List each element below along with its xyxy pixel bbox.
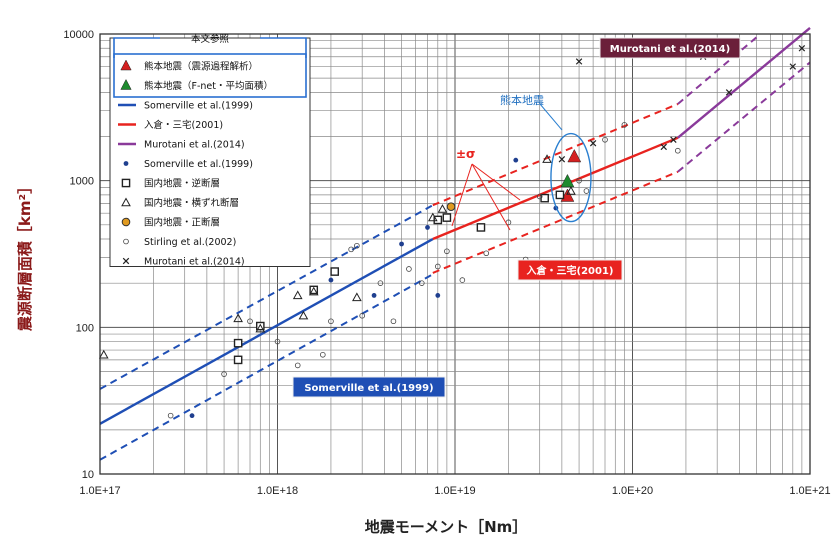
legend-label: 国内地震・正断層 [144,217,220,229]
x-tick-label: 1.0E+18 [257,485,298,497]
y-axis-title: 震源断層面積［km²］ [16,179,34,331]
fit-line [433,172,678,273]
legend-label: 熊本地震（F-net・平均面積） [144,80,273,92]
marker-dot [513,158,518,163]
legend-label: 入倉・三宅(2001) [144,119,223,131]
kumamoto-ellipse [551,134,591,222]
marker-orange-circle [447,203,455,211]
marker-open-circle [675,148,680,153]
x-tick-label: 1.0E+17 [79,485,120,497]
legend-label: 国内地震・横ずれ断層 [144,197,239,209]
x-tick-label: 1.0E+21 [789,485,830,497]
y-tick-label: 100 [76,322,94,334]
marker-square [443,214,450,221]
marker-dot [190,413,195,418]
x-tick-label: 1.0E+19 [434,485,475,497]
marker-open-circle [391,319,396,324]
marker-dot [124,161,129,166]
legend-label: 熊本地震（震源過程解析） [144,61,258,73]
x-axis-title: 地震モーメント［Nm］ [365,518,528,536]
marker-open-triangle [353,293,361,300]
y-tick-label: 10 [82,469,94,481]
somerville-annotation-label: Somerville et al.(1999) [304,383,433,394]
marker-square [122,179,129,186]
marker-orange-circle [122,218,130,226]
marker-dot [435,293,440,298]
marker-square [556,191,563,198]
marker-open-circle [460,278,465,283]
murotani-annotation-label: Murotani et al.(2014) [610,44,730,55]
marker-dot [372,293,377,298]
marker-open-circle [484,251,489,256]
irikura-annotation-label: 入倉・三宅(2001) [527,264,614,277]
legend-label: Somerville et al.(1999) [144,101,253,112]
annotations: Murotani et al.(2014) 入倉・三宅(2001) Somervil… [293,38,740,397]
y-tick-label: 10000 [63,29,94,41]
x-tick-label: 1.0E+20 [612,485,653,497]
marker-square [331,268,338,275]
kumamoto-annotation: 熊本地震 [500,93,544,107]
marker-square [477,224,484,231]
marker-open-triangle [294,291,302,298]
legend-label: Somerville et al.(1999) [144,159,253,170]
marker-square [235,356,242,363]
marker-dot [329,278,334,283]
marker-open-circle [584,189,589,194]
kumamoto-leader [540,104,562,130]
marker-square [235,340,242,347]
marker-open-circle [295,363,300,368]
legend-label: Murotani et al.(2014) [144,257,245,268]
marker-open-triangle [438,205,446,212]
fit-line [678,62,810,171]
marker-dot [399,242,404,247]
marker-open-circle [320,352,325,357]
marker-dot [425,225,430,230]
fit-line [100,274,433,460]
legend-label: Stirling et al.(2002) [144,237,236,248]
legend-title: 本文参照 [191,33,230,45]
legend-label: 国内地震・逆断層 [144,178,220,190]
sigma-annotation: ±σ [456,147,475,161]
y-tick-label: 1000 [70,176,94,188]
marker-open-circle [407,267,412,272]
legend-label: Murotani et al.(2014) [144,140,245,151]
marker-open-triangle [100,351,108,358]
marker-open-circle [168,413,173,418]
